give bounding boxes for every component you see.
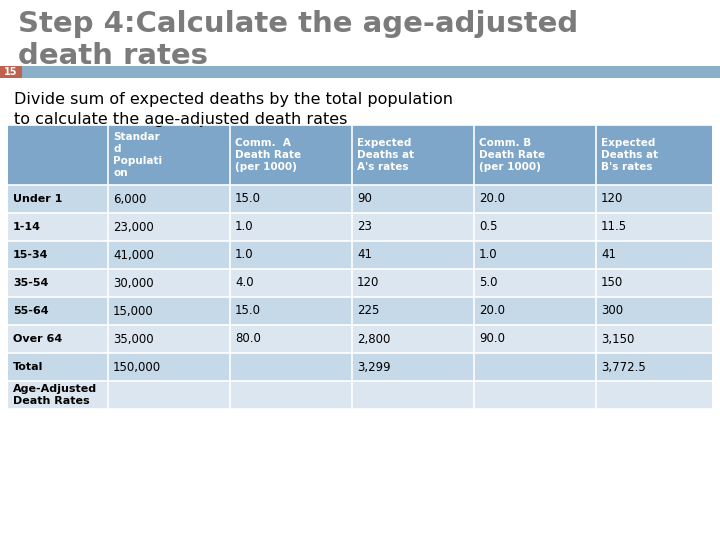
Text: 35,000: 35,000 (113, 333, 153, 346)
Text: Under 1: Under 1 (13, 194, 63, 204)
Text: Over 64: Over 64 (13, 334, 62, 344)
Text: 35-54: 35-54 (13, 278, 48, 288)
Bar (0, 66, 720, 78)
Text: Expected
Deaths at
A's rates: Expected Deaths at A's rates (357, 138, 414, 172)
Text: 2,800: 2,800 (357, 333, 390, 346)
Bar (8, 353, 712, 381)
Text: 1.0: 1.0 (235, 220, 253, 233)
Text: 1.0: 1.0 (479, 248, 498, 261)
Text: 15: 15 (4, 67, 18, 77)
Bar (8, 381, 712, 409)
Text: 120: 120 (357, 276, 379, 289)
Bar (8, 325, 712, 353)
Text: Standar
d
Populati
on: Standar d Populati on (113, 132, 162, 178)
Bar (8, 213, 712, 241)
Text: Divide sum of expected deaths by the total population: Divide sum of expected deaths by the tot… (14, 92, 453, 107)
Text: Total: Total (13, 362, 43, 372)
Text: 41: 41 (357, 248, 372, 261)
Text: Expected
Deaths at
B's rates: Expected Deaths at B's rates (601, 138, 658, 172)
Text: death rates: death rates (18, 42, 208, 70)
Bar (8, 297, 712, 325)
Text: 1-14: 1-14 (13, 222, 41, 232)
Text: 55-64: 55-64 (13, 306, 49, 316)
Text: 6,000: 6,000 (113, 192, 146, 206)
Bar (8, 185, 712, 213)
Text: 120: 120 (601, 192, 624, 206)
Text: 0.5: 0.5 (479, 220, 498, 233)
Text: 150,000: 150,000 (113, 361, 161, 374)
Bar (8, 125, 712, 185)
Text: 300: 300 (601, 305, 623, 318)
Bar (0, 66, 22, 78)
Text: 90.0: 90.0 (479, 333, 505, 346)
Text: 30,000: 30,000 (113, 276, 153, 289)
Text: 3,150: 3,150 (601, 333, 634, 346)
Text: 3,772.5: 3,772.5 (601, 361, 646, 374)
Text: 15.0: 15.0 (235, 192, 261, 206)
Text: 41,000: 41,000 (113, 248, 154, 261)
Text: 15,000: 15,000 (113, 305, 154, 318)
Text: 20.0: 20.0 (479, 192, 505, 206)
Text: 225: 225 (357, 305, 379, 318)
Text: 5.0: 5.0 (479, 276, 498, 289)
Text: to calculate the age-adjusted death rates: to calculate the age-adjusted death rate… (14, 112, 347, 127)
Text: 20.0: 20.0 (479, 305, 505, 318)
Text: 41: 41 (601, 248, 616, 261)
Text: Comm. B
Death Rate
(per 1000): Comm. B Death Rate (per 1000) (479, 138, 545, 172)
Text: Age-Adjusted
Death Rates: Age-Adjusted Death Rates (13, 384, 97, 406)
Text: Comm.  A
Death Rate
(per 1000): Comm. A Death Rate (per 1000) (235, 138, 301, 172)
Text: 11.5: 11.5 (601, 220, 627, 233)
Text: 90: 90 (357, 192, 372, 206)
Text: 3,299: 3,299 (357, 361, 391, 374)
Bar (8, 269, 712, 297)
Text: 15-34: 15-34 (13, 250, 48, 260)
Bar (8, 241, 712, 269)
Text: 4.0: 4.0 (235, 276, 253, 289)
Text: 23: 23 (357, 220, 372, 233)
Text: 23,000: 23,000 (113, 220, 154, 233)
Text: 15.0: 15.0 (235, 305, 261, 318)
Text: 1.0: 1.0 (235, 248, 253, 261)
Text: 150: 150 (601, 276, 624, 289)
Text: Step 4:Calculate the age-adjusted: Step 4:Calculate the age-adjusted (18, 10, 578, 38)
Text: 80.0: 80.0 (235, 333, 261, 346)
